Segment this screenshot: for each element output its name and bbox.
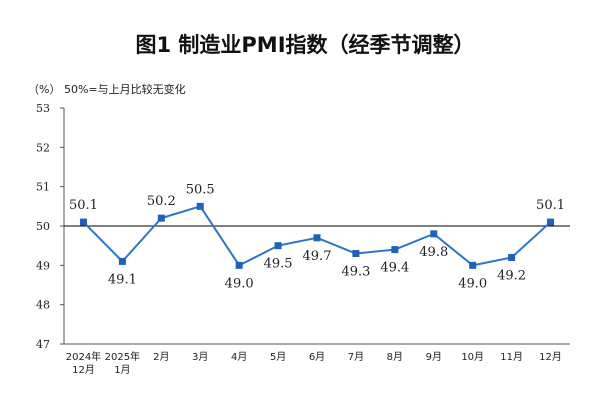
data-point-marker [469,261,477,269]
x-tick-label: 3月 [192,351,208,363]
x-tick-label: 11月 [500,351,523,363]
data-label: 49.5 [264,257,293,272]
data-point-marker [235,261,243,269]
x-tick-label: 12月 [539,351,562,363]
data-label: 50.2 [147,194,176,209]
data-label: 49.7 [303,249,332,264]
data-point-marker [196,202,204,210]
y-tick-label: 50 [36,220,50,233]
x-tick-label: 5月 [270,351,286,363]
data-label: 49.1 [108,272,137,287]
data-point-marker [547,218,555,226]
x-tick-label: 2月 [153,351,169,363]
data-point-marker [79,218,87,226]
data-point-marker [352,250,360,258]
x-tick-label: 2024年 [66,350,101,363]
chart-title: 图1 制造业PMI指数（经季节调整） [135,33,474,57]
x-tick-label: 6月 [309,351,325,363]
x-tick-label: 4月 [231,351,247,363]
data-point-marker [157,214,165,222]
data-point-marker [313,234,321,242]
data-label: 49.2 [497,268,526,283]
data-label: 49.4 [380,261,409,276]
data-label: 49.0 [225,276,254,291]
data-label: 50.1 [69,198,98,213]
y-tick-label: 52 [36,141,50,154]
x-tick-label: 1月 [114,364,130,376]
data-point-marker [430,230,438,238]
data-label: 49.8 [419,245,448,260]
x-tick-label: 8月 [387,351,403,363]
data-label: 50.5 [186,182,215,197]
x-tick-label: 9月 [426,351,442,363]
data-point-marker [391,246,399,254]
x-tick-label: 7月 [348,351,364,363]
y-tick-label: 48 [36,299,50,312]
unit-note: （%） 50%=与上月比较无变化 [28,82,186,96]
data-point-marker [274,242,282,250]
y-tick-label: 53 [36,102,50,115]
x-tick-label: 12月 [72,364,95,376]
x-tick-label: 10月 [461,351,484,363]
y-tick-label: 51 [36,181,50,194]
y-tick-label: 49 [36,259,50,272]
data-label: 49.3 [341,265,370,280]
x-tick-label: 2025年 [105,350,140,363]
y-tick-label: 47 [36,338,50,351]
data-point-marker [508,253,516,261]
data-label: 49.0 [458,276,487,291]
data-point-marker [118,257,126,265]
data-label: 50.1 [536,198,565,213]
